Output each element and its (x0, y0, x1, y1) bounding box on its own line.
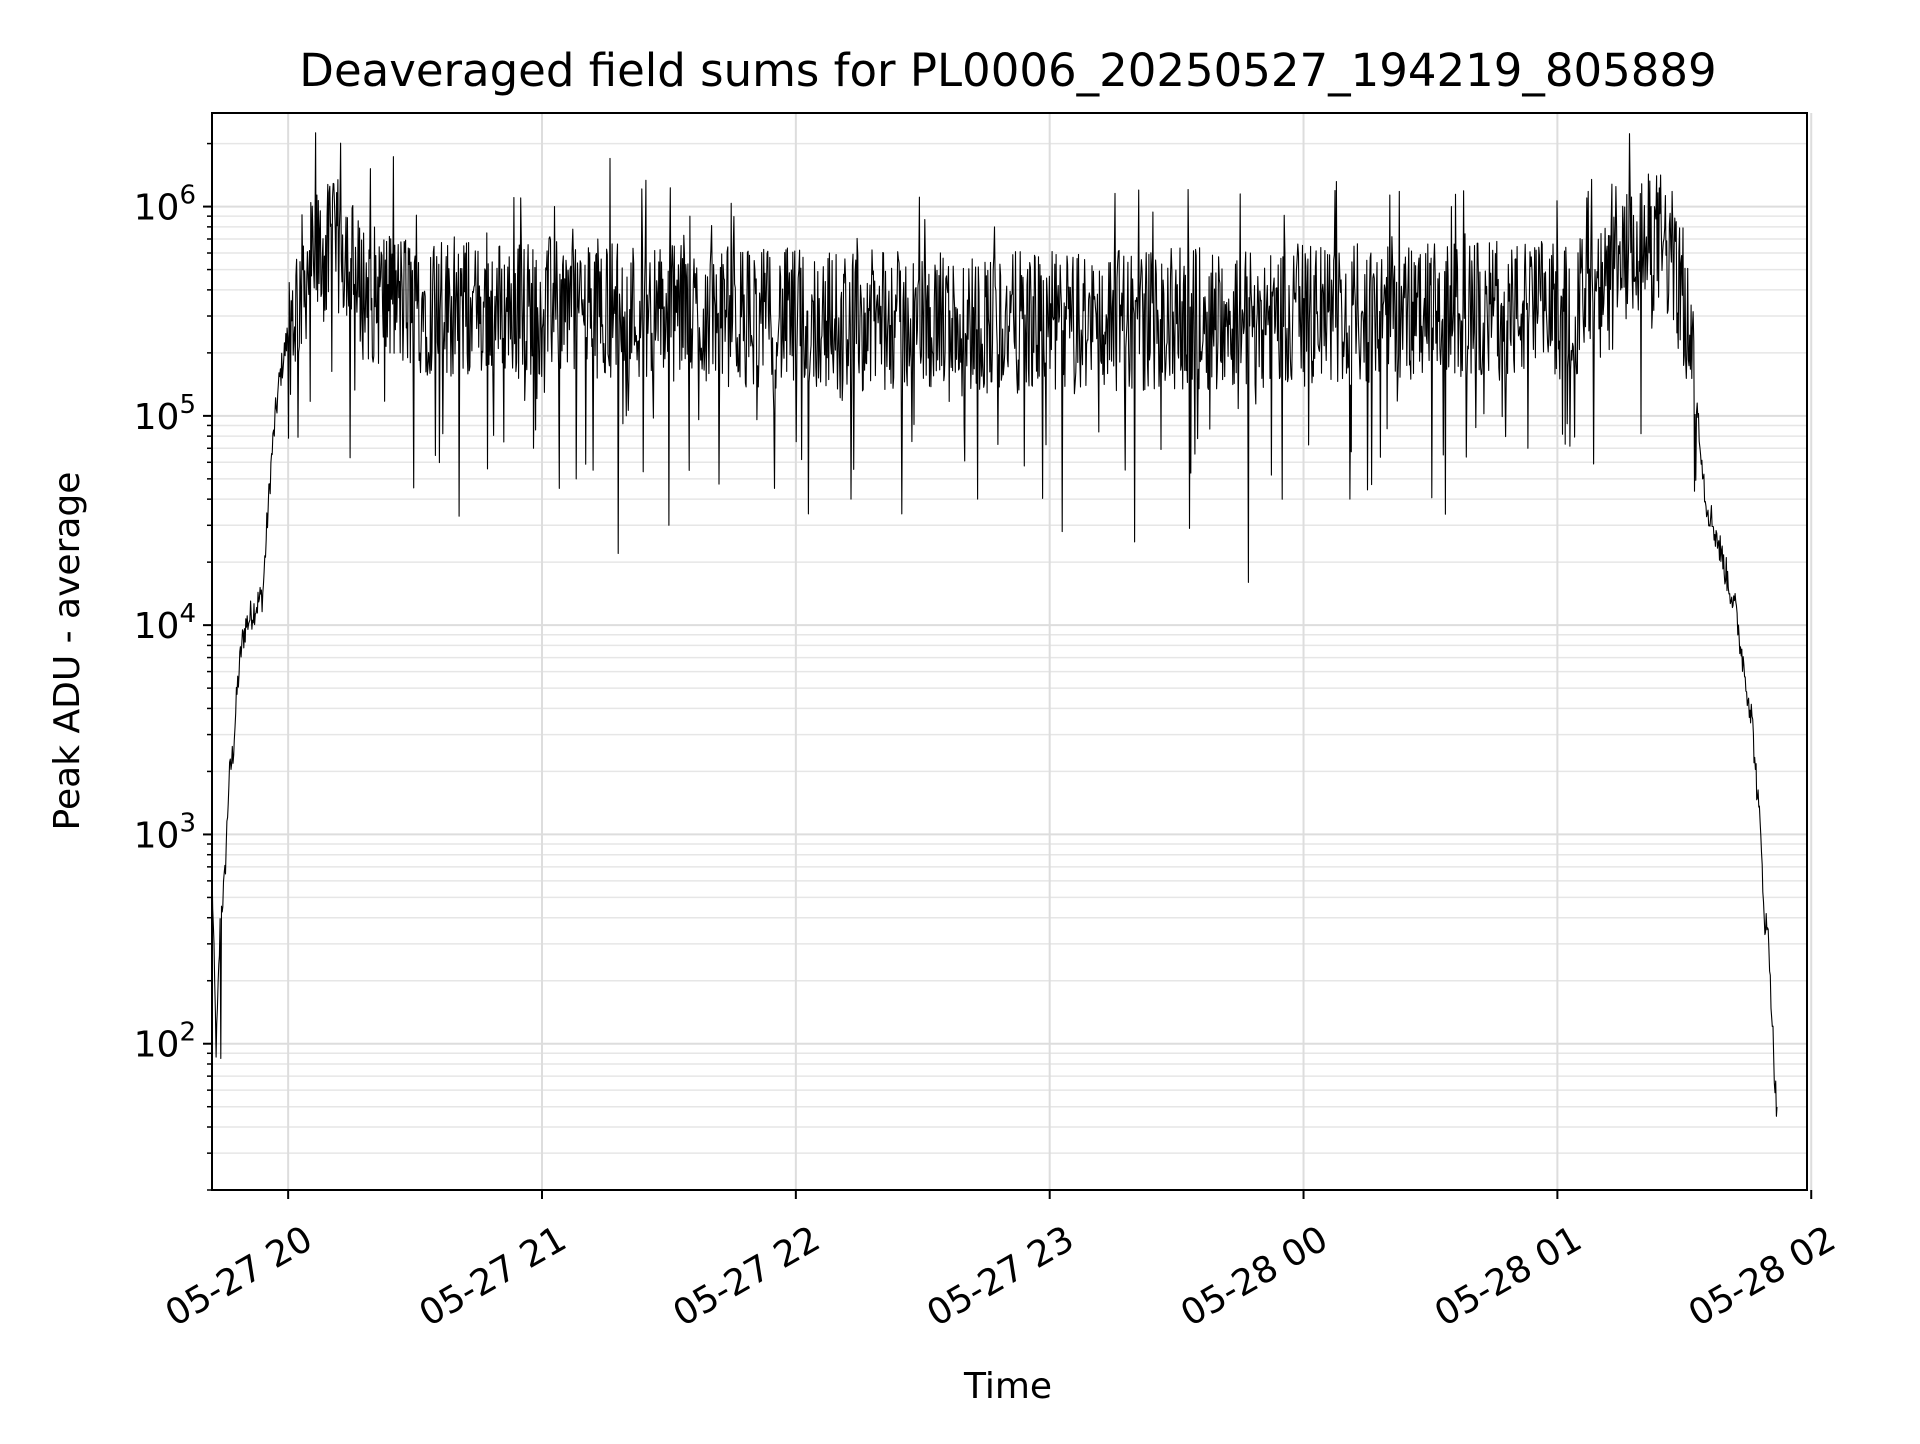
series-line (211, 132, 1778, 1117)
y-axis: 102 103 104 105 106 (134, 142, 212, 1191)
y-tick-label: 103 (134, 808, 196, 856)
y-tick-label: 106 (134, 181, 196, 229)
series-layer (211, 132, 1778, 1117)
plot-frame (211, 112, 1808, 1191)
y-tick-label: 104 (134, 599, 196, 647)
x-axis-label: Time (963, 1366, 1052, 1407)
y-tick-label: 102 (134, 1018, 196, 1066)
chart-title: Deaveraged field sums for PL0006_2025052… (299, 44, 1716, 97)
y-tick-label: 105 (134, 390, 196, 438)
y-axis-label: Peak ADU - average (47, 472, 88, 831)
